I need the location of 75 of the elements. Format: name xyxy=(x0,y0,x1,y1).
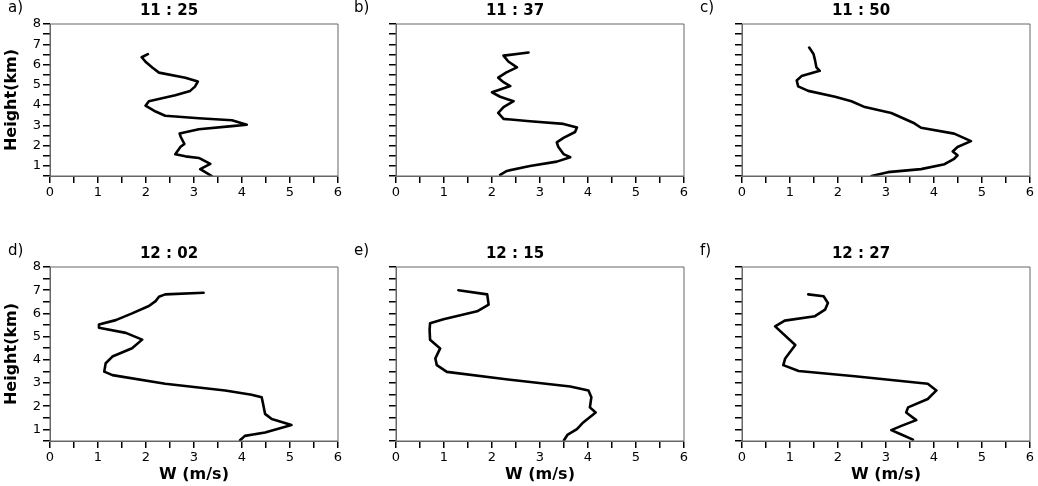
text: c) xyxy=(700,0,715,17)
y-tick-label: 8 xyxy=(32,258,41,274)
chart-title: 12 : 27 xyxy=(831,243,891,262)
y-tick-label: 2 xyxy=(32,136,41,152)
y-tick-label: 7 xyxy=(32,281,41,297)
x-tick-label: 1 xyxy=(785,449,795,465)
x-tick-label: 6 xyxy=(333,184,343,200)
x-tick-label: 4 xyxy=(237,449,247,465)
y-tick-label: 1 xyxy=(32,420,41,436)
x-tick-label: 1 xyxy=(785,184,795,200)
y-axis-title: Height(km) xyxy=(0,302,20,406)
x-tick-label: 0 xyxy=(391,449,401,465)
x-tick-label: 5 xyxy=(977,449,987,465)
x-axis-title: W (m/s) xyxy=(851,463,921,483)
x-axis-title: W (m/s) xyxy=(159,463,229,483)
x-tick-label: 0 xyxy=(737,449,747,465)
y-tick-label: 5 xyxy=(32,327,41,343)
x-tick-label: 3 xyxy=(535,449,545,465)
x-tick-label: 4 xyxy=(929,449,939,465)
chart-title: 11 : 25 xyxy=(139,0,199,19)
chart-title: 11 : 37 xyxy=(485,0,545,19)
x-tick-label: 0 xyxy=(45,184,55,200)
x-tick-label: 4 xyxy=(237,184,247,200)
y-tick-label: 2 xyxy=(32,397,41,413)
x-tick-label: 2 xyxy=(833,184,843,200)
x-tick-label: 6 xyxy=(1025,184,1035,200)
x-tick-label: 3 xyxy=(881,184,891,200)
x-tick-label: 6 xyxy=(333,449,343,465)
x-tick-label: 0 xyxy=(45,449,55,465)
x-tick-label: 1 xyxy=(439,184,449,200)
chart-title: 12 : 02 xyxy=(139,243,199,262)
x-tick-label: 2 xyxy=(141,449,151,465)
y-tick-label: 8 xyxy=(32,15,41,31)
x-tick-label: 5 xyxy=(631,184,641,200)
x-tick-label: 5 xyxy=(285,184,295,200)
y-tick-label: 7 xyxy=(32,35,41,51)
x-tick-label: 3 xyxy=(535,184,545,200)
x-tick-label: 2 xyxy=(833,449,843,465)
y-tick-label: 1 xyxy=(32,157,41,173)
y-tick-label: 3 xyxy=(32,116,41,132)
x-tick-label: 0 xyxy=(737,184,747,200)
text: d) xyxy=(8,241,24,260)
x-tick-label: 1 xyxy=(93,184,103,200)
x-tick-label: 5 xyxy=(977,184,987,200)
x-axis-title: W (m/s) xyxy=(505,463,575,483)
x-tick-label: 4 xyxy=(583,449,593,465)
y-tick-label: 6 xyxy=(32,55,41,71)
x-tick-label: 5 xyxy=(285,449,295,465)
x-tick-label: 6 xyxy=(679,449,689,465)
x-tick-label: 3 xyxy=(189,184,199,200)
x-tick-label: 1 xyxy=(93,449,103,465)
x-tick-label: 2 xyxy=(141,184,151,200)
x-tick-label: 5 xyxy=(631,449,641,465)
y-axis-title: Height(km) xyxy=(0,48,20,152)
x-tick-label: 4 xyxy=(929,184,939,200)
x-tick-label: 6 xyxy=(679,184,689,200)
x-tick-label: 1 xyxy=(439,449,449,465)
text: f) xyxy=(700,241,712,260)
x-tick-label: 0 xyxy=(391,184,401,200)
y-tick-label: 5 xyxy=(32,76,41,92)
x-tick-label: 3 xyxy=(189,449,199,465)
y-tick-label: 4 xyxy=(32,351,41,367)
text: a) xyxy=(8,0,24,17)
x-tick-label: 3 xyxy=(881,449,891,465)
chart-title: 12 : 15 xyxy=(485,243,545,262)
chart-title: 11 : 50 xyxy=(831,0,891,19)
y-tick-label: 4 xyxy=(32,96,41,112)
y-tick-label: 3 xyxy=(32,374,41,390)
x-tick-label: 2 xyxy=(487,449,497,465)
x-tick-label: 4 xyxy=(583,184,593,200)
x-tick-label: 6 xyxy=(1025,449,1035,465)
x-tick-label: 2 xyxy=(487,184,497,200)
text: e) xyxy=(354,241,370,260)
text: b) xyxy=(354,0,370,17)
y-tick-label: 6 xyxy=(32,304,41,320)
